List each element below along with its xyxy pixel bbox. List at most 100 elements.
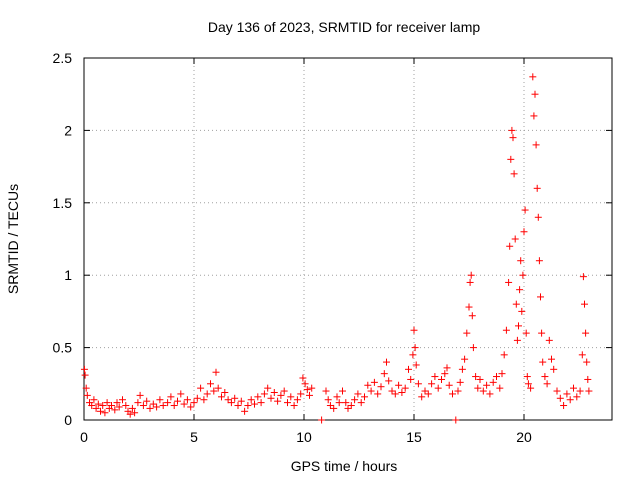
data-point — [149, 400, 157, 408]
data-point — [270, 388, 278, 396]
data-point — [94, 400, 102, 408]
data-point — [264, 384, 272, 392]
data-point — [476, 375, 484, 383]
data-point — [523, 373, 531, 381]
data-point — [237, 397, 245, 405]
data-point — [244, 402, 252, 410]
data-point — [99, 402, 107, 410]
data-point — [532, 141, 540, 149]
data-point — [111, 406, 119, 414]
data-point — [326, 402, 334, 410]
data-point — [197, 384, 205, 392]
data-point — [509, 134, 517, 142]
data-point — [221, 388, 229, 396]
data-point — [579, 273, 587, 281]
data-point — [529, 73, 537, 81]
data-point — [203, 390, 211, 398]
data-point — [486, 390, 494, 398]
data-point — [344, 404, 352, 412]
data-point — [103, 399, 111, 407]
data-point — [441, 370, 449, 378]
y-axis-label: SRMTID / TECUs — [5, 184, 21, 294]
data-point — [200, 396, 208, 404]
axis-ticks: 0 5 10 15 20 0 0.5 1 1.5 2 2.5 — [53, 50, 612, 445]
data-point — [82, 384, 90, 392]
data-point — [466, 278, 474, 286]
data-point — [342, 399, 350, 407]
grid-lines — [84, 58, 612, 420]
data-point — [193, 394, 201, 402]
data-point — [370, 378, 378, 386]
data-point — [388, 387, 396, 395]
data-point — [550, 365, 558, 373]
data-point — [522, 329, 530, 337]
data-point — [139, 402, 147, 410]
data-point — [507, 155, 515, 163]
x-tick-label: 20 — [516, 429, 532, 445]
data-points — [80, 73, 593, 424]
data-point — [167, 393, 175, 401]
data-point — [108, 402, 115, 410]
data-point — [411, 344, 419, 352]
data-point — [521, 206, 529, 214]
data-point — [156, 396, 164, 404]
data-point — [83, 391, 91, 399]
data-point — [330, 404, 338, 412]
data-point — [508, 126, 516, 134]
data-point — [293, 396, 301, 404]
data-point — [517, 257, 525, 265]
y-tick-label: 1 — [64, 267, 72, 283]
data-point — [445, 381, 453, 389]
data-point — [412, 361, 420, 369]
data-point — [274, 397, 282, 405]
data-point — [560, 402, 568, 410]
y-tick-label: 2.5 — [53, 50, 73, 66]
data-point — [449, 390, 456, 398]
data-point — [80, 365, 88, 373]
data-point — [524, 380, 532, 388]
data-point — [582, 329, 590, 337]
data-point — [354, 390, 362, 398]
data-point — [533, 184, 541, 192]
data-point — [128, 404, 136, 412]
data-point — [456, 378, 464, 386]
data-point — [159, 402, 167, 410]
data-point — [364, 381, 372, 389]
data-point — [324, 396, 332, 404]
data-point — [541, 373, 549, 381]
data-point — [357, 399, 365, 407]
data-point — [414, 380, 422, 388]
data-point — [207, 380, 214, 388]
data-point — [351, 396, 359, 404]
data-point — [583, 358, 591, 366]
data-point — [543, 380, 551, 388]
data-point — [303, 386, 311, 394]
plot-frame — [83, 57, 613, 421]
data-point — [180, 400, 188, 408]
data-point — [493, 373, 500, 381]
x-tick-label: 0 — [80, 429, 88, 445]
data-point — [410, 326, 418, 334]
data-point — [136, 391, 144, 399]
data-point — [500, 351, 508, 359]
data-point — [581, 300, 588, 308]
data-point — [428, 380, 436, 388]
data-point — [187, 403, 195, 411]
data-point — [153, 403, 161, 411]
data-point — [538, 329, 546, 337]
data-point — [566, 396, 574, 404]
data-point — [277, 391, 285, 399]
data-point — [573, 393, 581, 401]
data-point — [483, 381, 491, 389]
data-point — [374, 390, 382, 398]
data-point — [234, 402, 242, 410]
data-point — [489, 378, 497, 386]
y-tick-label: 2 — [64, 122, 72, 138]
data-point — [530, 112, 538, 120]
data-point — [170, 402, 178, 410]
x-tick-label: 15 — [406, 429, 422, 445]
data-point — [395, 381, 403, 389]
data-point — [409, 351, 417, 359]
data-point — [463, 329, 471, 337]
